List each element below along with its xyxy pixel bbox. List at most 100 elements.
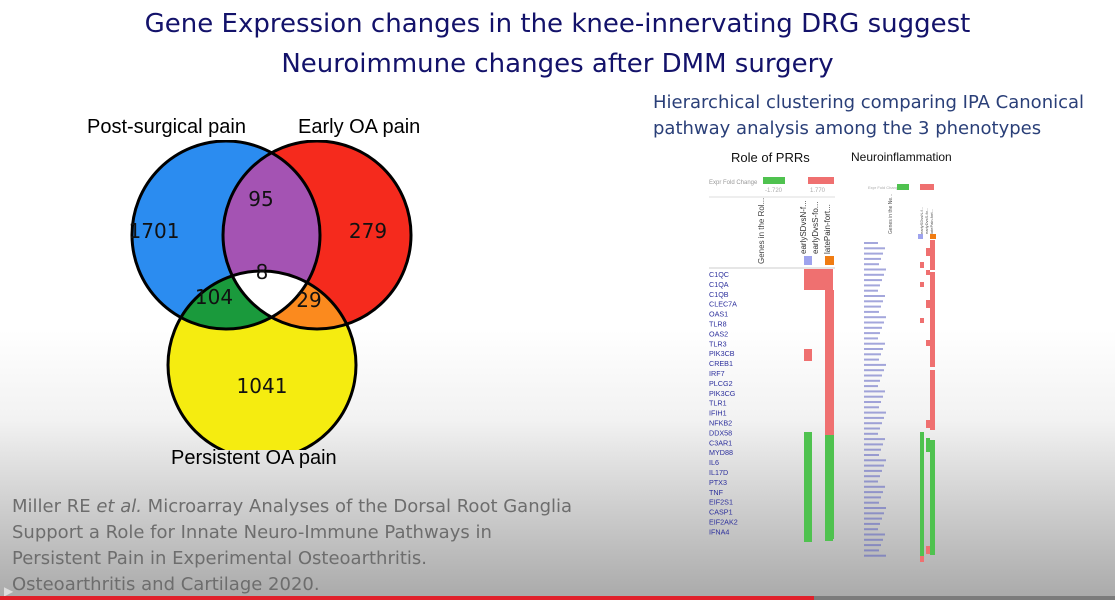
neuro-gene-label <box>864 374 882 377</box>
neuro-gene-label <box>864 422 882 425</box>
neuro-gene-label <box>864 427 880 430</box>
venn-count-post-early: 95 <box>248 187 273 211</box>
neuro-gene-label <box>864 369 884 372</box>
prrs-col-header-genes: Genes in the Rol... <box>757 198 766 264</box>
neuro-col-header-1: earlySDvsN-f... <box>919 207 924 234</box>
neuro-gene-label <box>864 454 879 456</box>
neuro-legend-red <box>920 184 934 190</box>
neuro-gene-label <box>864 247 885 250</box>
neuro-gene-label <box>864 263 879 266</box>
prrs-gene-label: PLCG2 <box>709 379 733 388</box>
neuro-gene-label <box>864 289 878 292</box>
prrs-gene-label: PIK3CG <box>709 389 736 398</box>
prrs-gene-label: C3AR1 <box>709 438 732 447</box>
prrs-gene-label: C1QC <box>709 270 729 279</box>
venn-count-post-persistent: 104 <box>195 285 233 309</box>
prrs-col-marker-3 <box>825 256 834 265</box>
prrs-legend-min: -1.720 <box>765 188 783 194</box>
venn-label-persistent-oa: Persistent OA pain <box>171 447 337 469</box>
neuro-heatmap-cell <box>926 300 930 308</box>
neuro-heatmap-cell <box>926 438 930 452</box>
neuro-heatmap-cell <box>920 556 924 562</box>
venn-label-post-surgical: Post-surgical pain <box>87 116 246 138</box>
prrs-gene-label: C1QA <box>709 280 729 289</box>
prrs-gene-label: TNF <box>709 488 724 497</box>
neuro-gene-label <box>864 284 880 287</box>
title-line-1: Gene Expression changes in the knee-inne… <box>144 9 971 39</box>
prrs-heatmap-cell <box>825 435 834 539</box>
venn-label-early-oa: Early OA pain <box>298 116 421 138</box>
venn-circle-post-surgical <box>130 140 322 331</box>
neuro-col-marker-3 <box>930 234 936 239</box>
neuro-heatmap-cell <box>926 270 930 275</box>
neuro-gene-label <box>864 332 880 335</box>
neuro-gene-label <box>864 390 885 393</box>
neuro-gene-label <box>864 469 882 472</box>
neuro-gene-label <box>864 353 881 356</box>
venn-count-persistent-only: 1041 <box>237 374 288 398</box>
neuro-gene-label <box>864 300 883 303</box>
prrs-heatmap-cell <box>822 269 833 290</box>
prrs-legend-green <box>763 177 785 184</box>
neuro-gene-label <box>864 273 884 276</box>
neuro-heatmap-cell <box>926 248 930 256</box>
citation-line-2: Support a Role for Innate Neuro-Immune P… <box>12 522 492 543</box>
neuro-gene-label <box>864 480 878 483</box>
video-progress-bar[interactable] <box>0 596 1115 600</box>
neuro-gene-label <box>864 242 878 244</box>
prrs-gene-label: EIF2AK2 <box>709 518 738 527</box>
neuro-col-header-genes: Genes in the Ne... <box>888 194 894 234</box>
venn-count-early-persistent: 29 <box>296 288 321 312</box>
neuro-gene-label <box>864 385 878 388</box>
prrs-gene-label: IL6 <box>709 458 719 467</box>
prrs-gene-label: OAS1 <box>709 310 728 319</box>
prrs-gene-label: C1QB <box>709 290 729 299</box>
heatmap-title-neuro: Neuroinflammation <box>851 150 952 164</box>
neuro-gene-label <box>864 522 880 525</box>
neuro-gene-label <box>864 496 881 499</box>
neuro-gene-label <box>864 342 885 345</box>
player-controls[interactable]: ▶ <box>4 584 13 598</box>
slide-title: Gene Expression changes in the knee-inne… <box>0 4 1115 84</box>
neuro-gene-label <box>864 491 883 494</box>
neuro-gene-label <box>864 406 879 409</box>
neuro-gene-label <box>864 544 881 547</box>
neuro-gene-label <box>864 432 878 435</box>
neuro-gene-label <box>864 379 880 382</box>
prrs-heatmap-cell <box>825 290 834 370</box>
neuro-gene-label <box>864 512 884 515</box>
prrs-gene-label: IRF7 <box>709 369 725 378</box>
neuro-gene-label <box>864 411 886 414</box>
neuro-gene-label <box>864 395 883 398</box>
prrs-gene-label: IFNA4 <box>709 527 729 536</box>
neuro-gene-label <box>864 533 885 536</box>
prrs-gene-label: TLR1 <box>709 399 727 408</box>
neuro-gene-label <box>864 464 884 467</box>
venn-diagram: 1701 279 1041 95 104 29 8 <box>129 140 413 450</box>
prrs-gene-label: OAS2 <box>709 329 728 338</box>
prrs-heatmap-cell <box>825 360 834 435</box>
prrs-heatmap-cell <box>825 533 833 541</box>
neuro-heatmap-cell <box>930 240 935 270</box>
neuro-heatmap-cell <box>930 272 935 367</box>
venn-region-early-persistent <box>223 271 356 329</box>
title-line-2: Neuroimmune changes after DMM surgery <box>281 49 834 79</box>
neuro-heatmap-cell <box>926 420 930 428</box>
venn-count-all-three: 8 <box>256 260 269 284</box>
neuro-gene-label <box>864 459 886 462</box>
video-progress-fill <box>0 596 814 600</box>
citation-author: Miller RE <box>12 496 97 517</box>
neuro-legend-green <box>897 184 909 190</box>
play-icon[interactable]: ▶ <box>4 584 14 598</box>
neuro-gene-label <box>864 554 886 557</box>
neuro-gene-label <box>864 485 885 488</box>
neuro-gene-label <box>864 501 879 504</box>
neuro-col-header-3: latePain-fort... <box>929 209 934 234</box>
prrs-gene-label: IFIH1 <box>709 409 727 418</box>
neuro-heatmap-cell <box>926 546 930 554</box>
prrs-heatmap-cell <box>804 349 812 361</box>
ipa-caption-line-2: pathway analysis among the 3 phenotypes <box>653 118 1042 139</box>
citation-line-4: Osteoarthritis and Cartilage 2020. <box>12 574 320 595</box>
citation-etal: et al. <box>96 496 142 517</box>
neuro-gene-label <box>864 305 881 308</box>
